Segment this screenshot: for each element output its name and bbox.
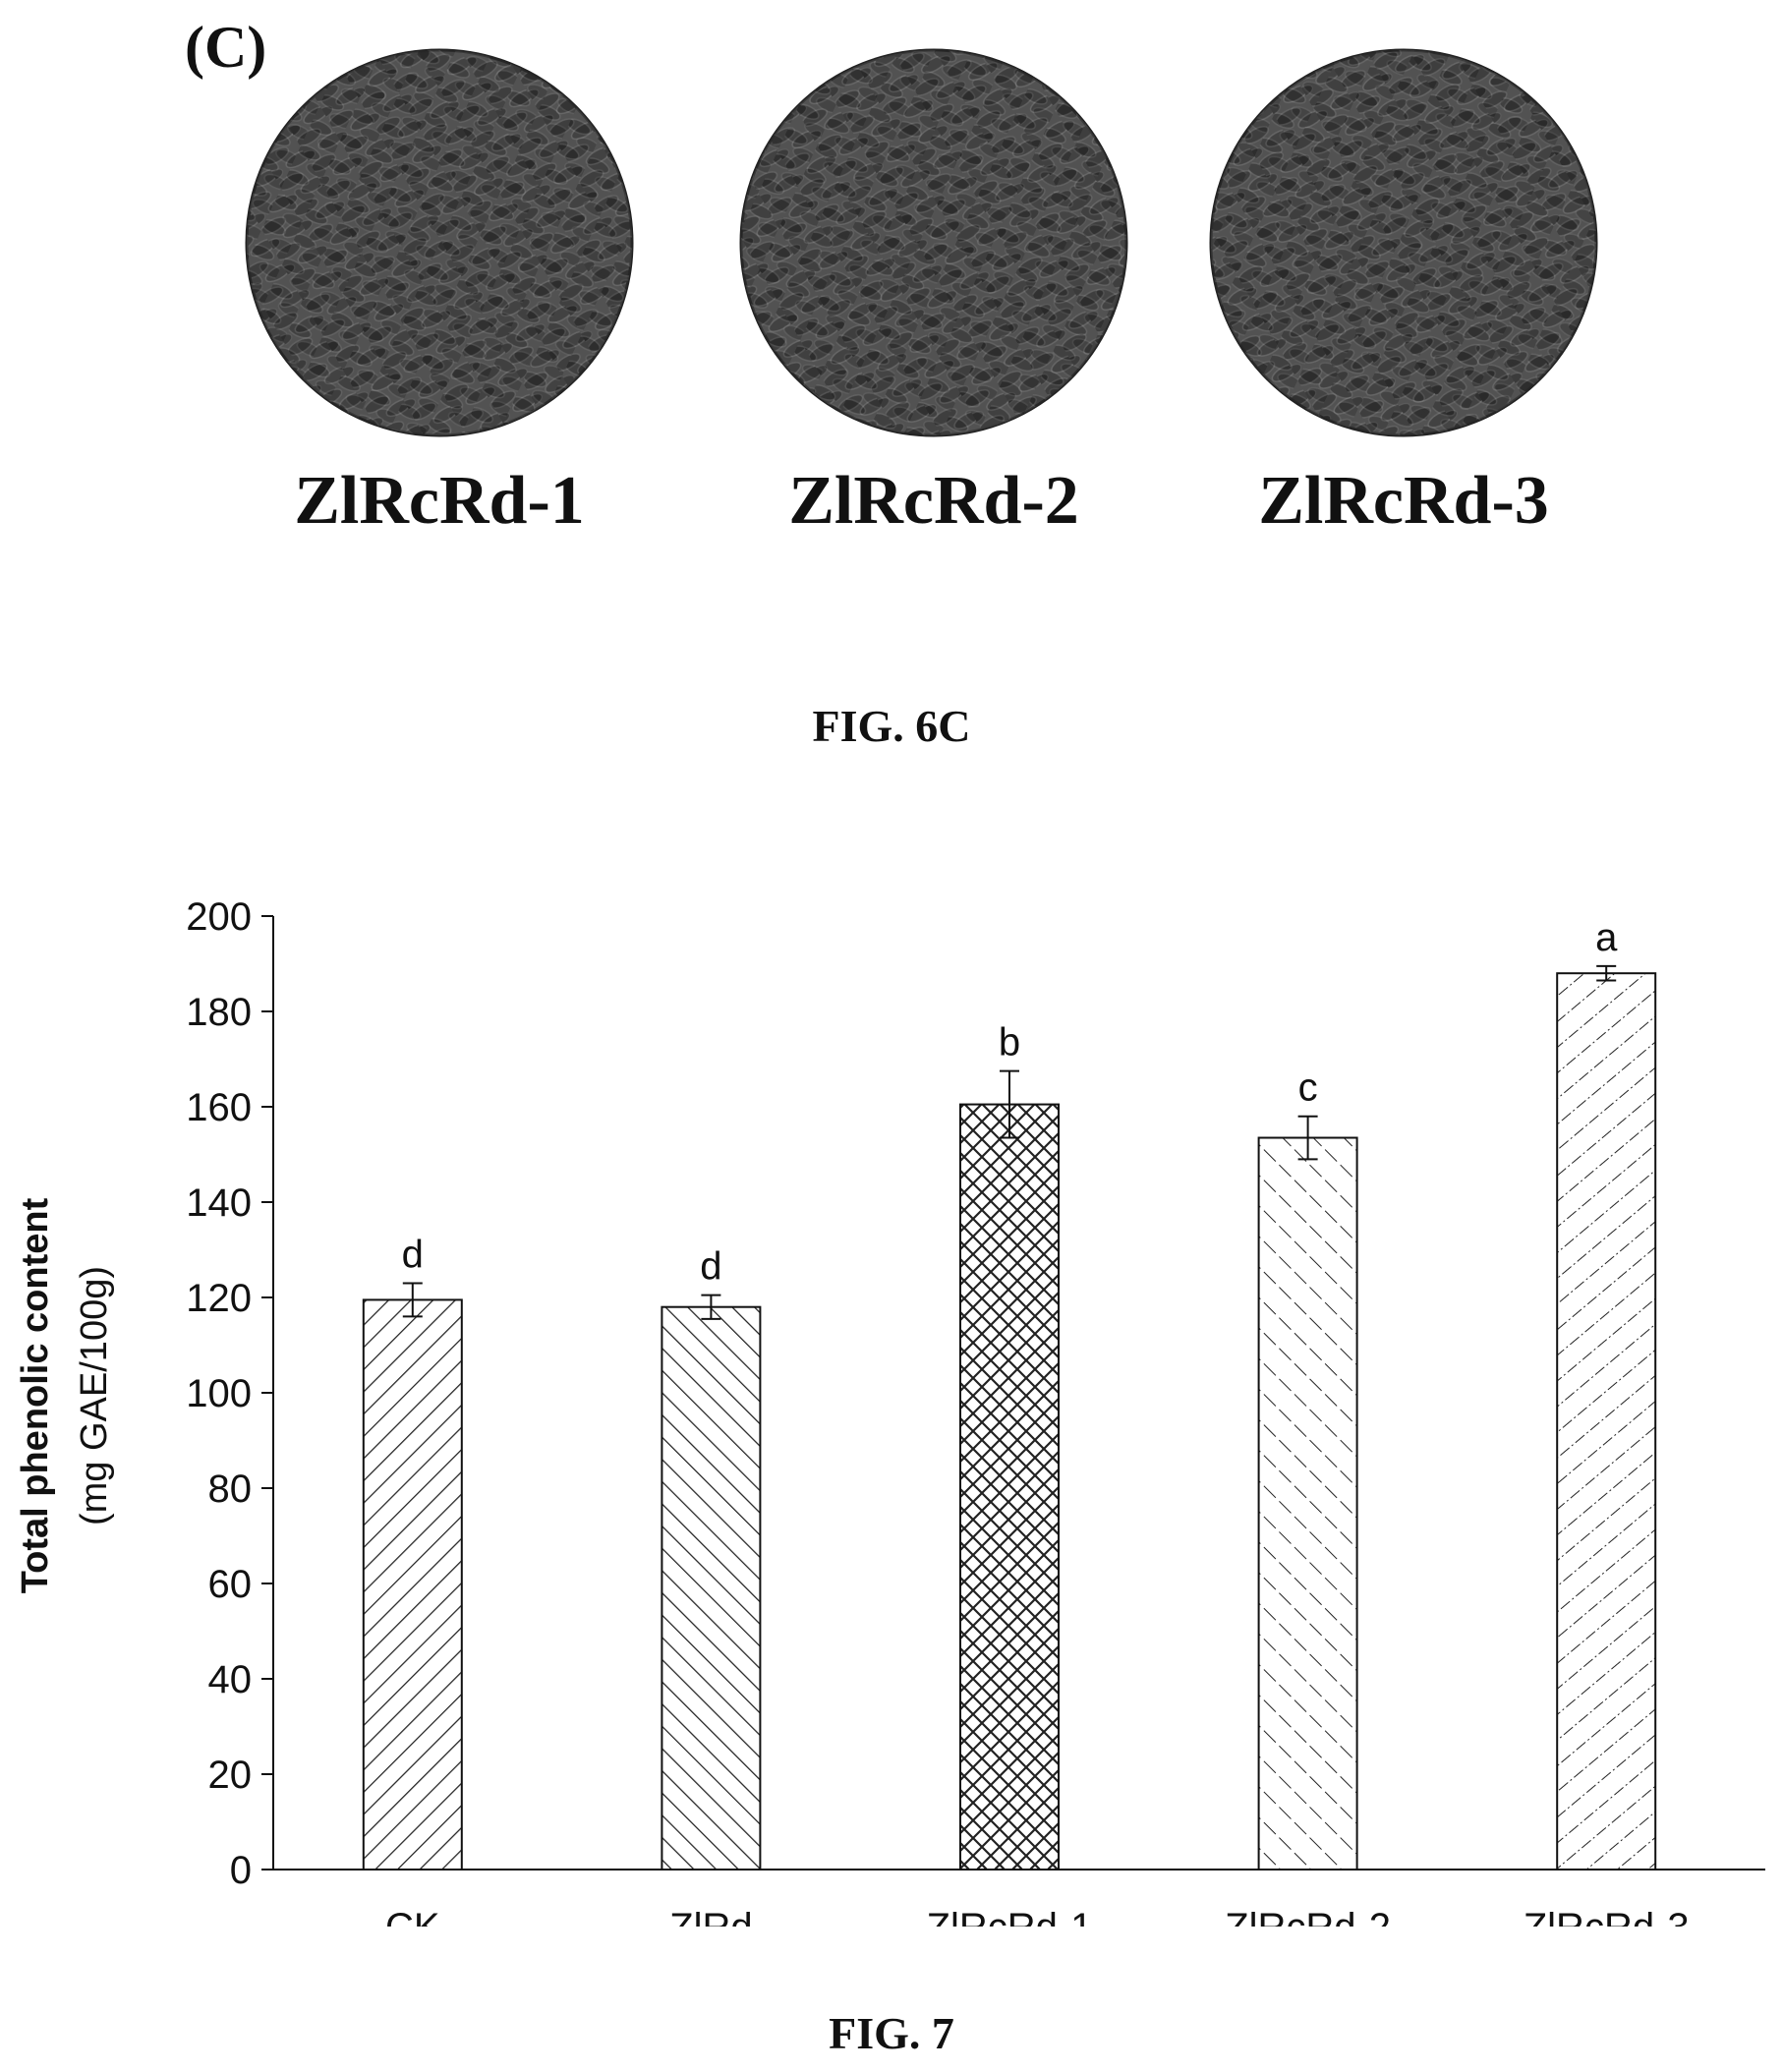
seed-dish-1 xyxy=(245,48,634,437)
significance-letter: d xyxy=(700,1245,721,1289)
panel-label: (C) xyxy=(185,15,267,80)
y-tick-label: 100 xyxy=(186,1372,252,1415)
bar-zlrcrd-2 xyxy=(1257,1136,1358,1871)
seed-photos xyxy=(245,48,1598,437)
figure-7-caption: FIG. 7 xyxy=(829,2008,954,2058)
significance-letter: b xyxy=(999,1021,1020,1065)
y-tick-label: 80 xyxy=(208,1468,253,1511)
y-tick-label: 40 xyxy=(208,1658,253,1701)
y-tick-label: 120 xyxy=(186,1277,252,1320)
sample-name-1: ZlRcRd-1 xyxy=(294,463,585,539)
y-axis-label-line2: (mg GAE/100g) xyxy=(74,1266,115,1525)
sample-name-3: ZlRcRd-3 xyxy=(1258,463,1549,539)
y-tick-label: 20 xyxy=(208,1754,253,1797)
y-tick-label: 140 xyxy=(186,1181,252,1225)
seed-dish-2 xyxy=(739,48,1128,437)
significance-letter: d xyxy=(402,1233,424,1276)
bar-chart: 0 20 40 60 80 100 120 140 160 180 200 d d b c a CK ZlRd… xyxy=(15,895,1765,1927)
bar-zlrd xyxy=(661,1305,762,1871)
y-axis-label-line1: Total phenolic content xyxy=(15,1197,56,1593)
bar-ck xyxy=(362,1298,463,1871)
x-tick-label: ZlRcRd-2 xyxy=(1225,1906,1391,1927)
seed-dish-3 xyxy=(1209,48,1598,437)
bar-zlrcrd-1 xyxy=(959,1103,1060,1871)
y-tick-label: 60 xyxy=(208,1563,253,1606)
y-tick-label: 180 xyxy=(186,991,252,1034)
bar-zlrcrd-3 xyxy=(1556,972,1657,1871)
x-tick-label: ZlRcRd-1 xyxy=(927,1906,1093,1927)
figure-6c-caption: FIG. 6C xyxy=(812,701,971,751)
y-tick-label: 0 xyxy=(230,1849,252,1892)
x-tick-label: CK xyxy=(385,1906,440,1927)
significance-letter: c xyxy=(1298,1066,1318,1110)
y-tick-label: 200 xyxy=(186,895,252,939)
x-tick-label: ZlRd xyxy=(669,1906,752,1927)
x-tick-label: ZlRcRd-3 xyxy=(1524,1906,1690,1927)
sample-name-2: ZlRcRd-2 xyxy=(788,463,1079,539)
significance-letter: a xyxy=(1595,916,1618,959)
y-tick-label: 160 xyxy=(186,1086,252,1129)
